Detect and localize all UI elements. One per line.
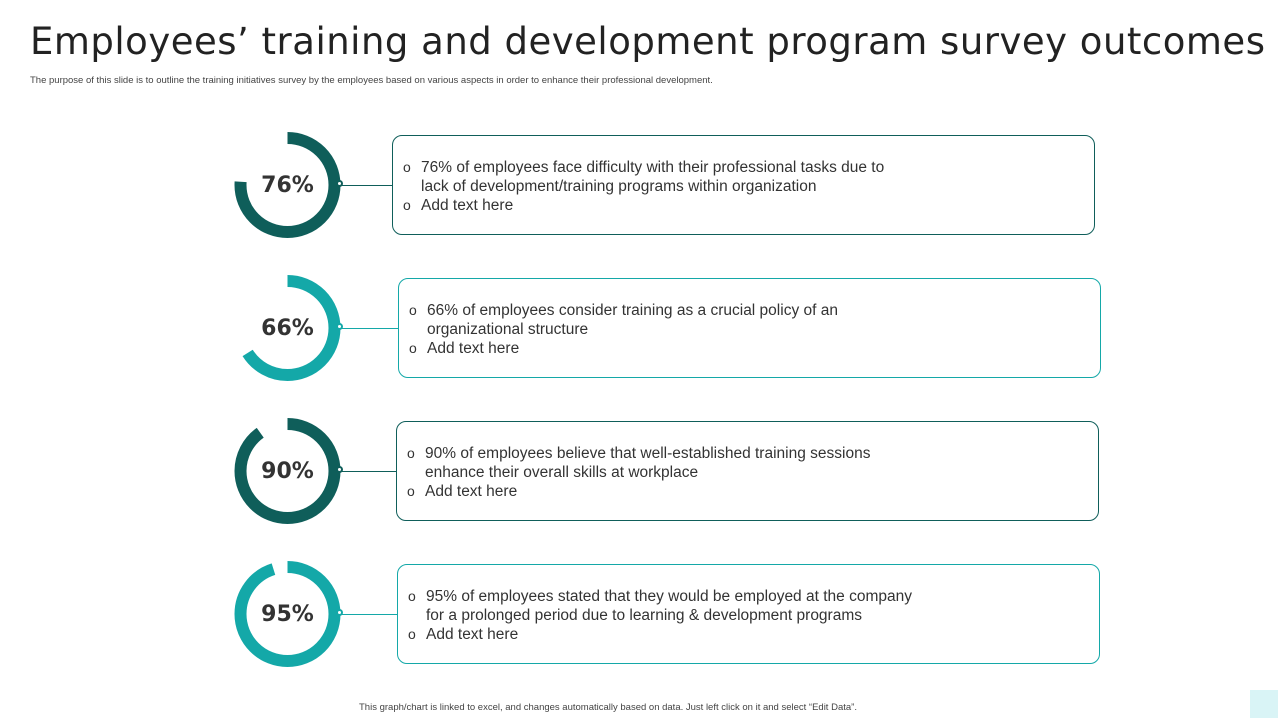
outcome-text-box: o 95% of employees stated that they would…	[397, 564, 1100, 664]
circle-bullet-icon: o	[407, 483, 415, 499]
placeholder-text[interactable]: Add text here	[426, 626, 519, 643]
donut-chart: 66%	[230, 273, 345, 383]
donut-svg	[234, 561, 341, 667]
bullet-text-line: lack of development/training programs wi…	[421, 178, 817, 195]
percent-label: 95%	[261, 601, 314, 627]
bullet-text-line: 90% of employees believe that well-estab…	[425, 445, 871, 462]
outcome-row: 90% o 90% of employees believe that well-e…	[0, 416, 1280, 526]
connector-line	[340, 328, 398, 329]
bullet-item: o 90% of employees believe that well-esta…	[407, 444, 870, 482]
donut-chart: 76%	[230, 130, 345, 240]
bullet-text-line: 66% of employees consider training as a …	[427, 302, 838, 319]
donut-arc	[234, 132, 341, 238]
outcome-text-box: o 66% of employees consider training as a…	[398, 278, 1101, 378]
donut-svg	[234, 275, 341, 381]
bullet-list: o 90% of employees believe that well-esta…	[407, 444, 870, 501]
outcome-row: 95% o 95% of employees stated that they wo…	[0, 559, 1280, 669]
placeholder-text[interactable]: Add text here	[421, 197, 514, 214]
outcome-text-box: o 76% of employees face difficulty with t…	[392, 135, 1095, 235]
bullet-text-line: 95% of employees stated that they would …	[426, 588, 912, 605]
circle-bullet-icon: o	[407, 445, 415, 461]
percent-label: 76%	[261, 172, 314, 198]
connector-line	[340, 614, 397, 615]
outcome-text-box: o 90% of employees believe that well-esta…	[396, 421, 1099, 521]
circle-bullet-icon: o	[403, 197, 411, 213]
bullet-item: o 66% of employees consider training as a…	[409, 301, 838, 339]
bullet-item: o Add text here	[403, 196, 884, 215]
bullet-item: o Add text here	[408, 625, 912, 644]
connector-dot	[336, 609, 343, 616]
connector-dot	[336, 180, 343, 187]
circle-bullet-icon: o	[409, 340, 417, 356]
donut-svg	[234, 418, 341, 524]
bullet-item: o 95% of employees stated that they would…	[408, 587, 912, 625]
donut-chart: 90%	[230, 416, 345, 526]
bullet-text-line: organizational structure	[427, 321, 589, 338]
connector-line	[340, 185, 392, 186]
donut-arc	[234, 418, 341, 524]
bullet-list: o 95% of employees stated that they would…	[408, 587, 912, 644]
percent-label: 66%	[261, 315, 314, 341]
bullet-text-line: for a prolonged period due to learning &…	[426, 607, 862, 624]
circle-bullet-icon: o	[403, 159, 411, 175]
page-title: Employees’ training and development prog…	[30, 20, 1266, 63]
connector-line	[340, 471, 396, 472]
page-subtitle: The purpose of this slide is to outline …	[30, 75, 713, 86]
outcome-row: 66% o 66% of employees consider training a…	[0, 273, 1280, 383]
donut-svg	[234, 132, 341, 238]
bullet-list: o 66% of employees consider training as a…	[409, 301, 838, 358]
donut-arc	[234, 275, 341, 381]
percent-label: 90%	[261, 458, 314, 484]
bullet-text-line: 76% of employees face difficulty with th…	[421, 159, 885, 176]
donut-chart: 95%	[230, 559, 345, 669]
connector-dot	[336, 323, 343, 330]
bullet-item: o 76% of employees face difficulty with t…	[403, 158, 884, 196]
connector-dot	[336, 466, 343, 473]
placeholder-text[interactable]: Add text here	[427, 340, 520, 357]
circle-bullet-icon: o	[409, 302, 417, 318]
outcome-row: 76% o 76% of employees face difficulty wit…	[0, 130, 1280, 240]
circle-bullet-icon: o	[408, 588, 416, 604]
placeholder-text[interactable]: Add text here	[425, 483, 518, 500]
donut-arc	[234, 561, 341, 667]
bullet-text-line: enhance their overall skills at workplac…	[425, 464, 699, 481]
bullet-list: o 76% of employees face difficulty with t…	[403, 158, 884, 215]
corner-tab[interactable]	[1250, 690, 1278, 718]
circle-bullet-icon: o	[408, 626, 416, 642]
bullet-item: o Add text here	[407, 482, 870, 501]
bullet-item: o Add text here	[409, 339, 838, 358]
footer-note: This graph/chart is linked to excel, and…	[359, 702, 857, 713]
